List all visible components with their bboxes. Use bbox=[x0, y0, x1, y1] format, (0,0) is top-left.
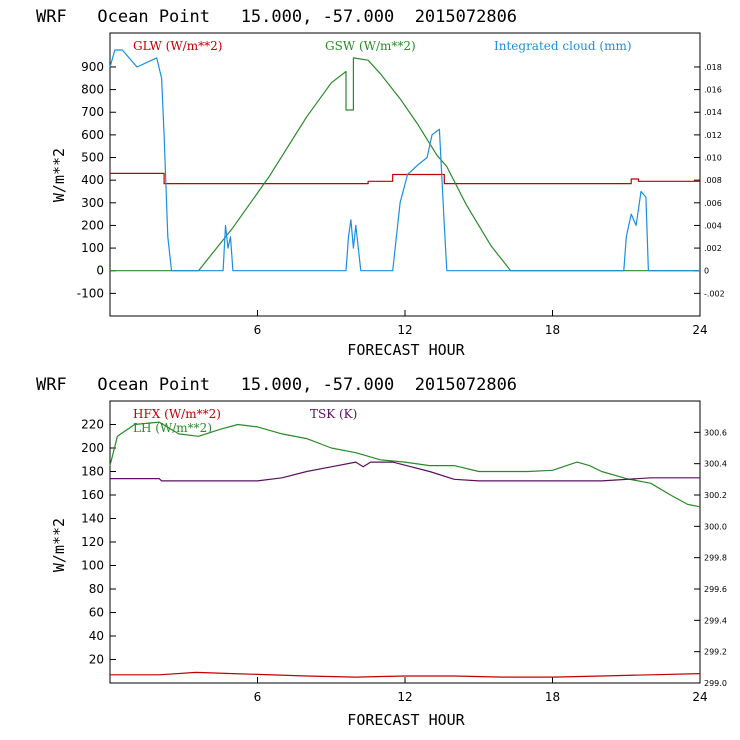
y2-tick-label: .012 bbox=[704, 131, 722, 140]
y2-tick-label: .004 bbox=[704, 221, 722, 230]
legend-tsk: TSK (K) bbox=[310, 407, 357, 421]
chart-title: WRF Ocean Point 15.000, -57.000 20150728… bbox=[36, 375, 517, 395]
y-tick-label: 40 bbox=[89, 629, 104, 643]
y-tick-label: 300 bbox=[81, 196, 104, 210]
legend-lh: LH (W/m**2) bbox=[133, 421, 212, 435]
y-tick-label: -100 bbox=[77, 286, 104, 300]
y-tick-label: 200 bbox=[81, 218, 104, 232]
y-tick-label: 140 bbox=[81, 512, 104, 526]
y2-tick-label: .014 bbox=[704, 108, 722, 117]
y2-tick-label: .016 bbox=[704, 86, 722, 95]
legend-glw: GLW (W/m**2) bbox=[133, 39, 222, 53]
y2-tick-label: 300.2 bbox=[704, 491, 727, 500]
series-line-lh bbox=[109, 421, 701, 508]
y-tick-label: 100 bbox=[81, 241, 104, 255]
x-tick-label: 24 bbox=[692, 323, 707, 337]
y2-tick-label: .006 bbox=[704, 199, 722, 208]
x-axis-label: FORECAST HOUR bbox=[347, 341, 465, 359]
y2-tick-label: .018 bbox=[704, 63, 722, 72]
series-lines bbox=[109, 421, 701, 678]
y-tick-label: 800 bbox=[81, 83, 104, 97]
y2-tick-label: 0 bbox=[704, 267, 709, 276]
x-ticks: 6 12 18 24 bbox=[254, 677, 708, 704]
legend-hfx: HFX (W/m**2) bbox=[133, 407, 221, 421]
y2-tick-label: .008 bbox=[704, 176, 722, 185]
chart-fluxes: WRF Ocean Point 15.000, -57.000 20150728… bbox=[36, 375, 727, 729]
y2-tick-label: 300.0 bbox=[704, 522, 727, 531]
x-tick-label: 18 bbox=[545, 323, 560, 337]
chart-integrated: WRF Ocean Point 15.000, -57.000 20150728… bbox=[36, 7, 725, 359]
legend-gsw: GSW (W/m**2) bbox=[325, 39, 416, 53]
y2-ticks: -.002 0 .002 .004 .006 .008 .010 .012 .014 .016 .0… bbox=[694, 63, 725, 298]
y-tick-label: 100 bbox=[81, 559, 104, 573]
y-tick-label: 160 bbox=[81, 488, 104, 502]
y-tick-label: 700 bbox=[81, 105, 104, 119]
x-tick-label: 6 bbox=[254, 690, 262, 704]
y-tick-label: 220 bbox=[81, 418, 104, 432]
y-ticks: 20 40 60 80 100 120 140 160 180 200 220 bbox=[81, 418, 116, 667]
y-tick-label: 20 bbox=[89, 653, 104, 667]
y2-tick-label: .002 bbox=[704, 244, 722, 253]
y-tick-label: 600 bbox=[81, 128, 104, 142]
x-tick-label: 12 bbox=[397, 690, 412, 704]
series-line-tsk bbox=[110, 461, 700, 482]
series-line-hfx bbox=[110, 671, 701, 678]
y2-tick-label: 299.2 bbox=[704, 648, 727, 657]
y-tick-label: 80 bbox=[89, 582, 104, 596]
x-tick-label: 6 bbox=[254, 323, 262, 337]
y2-tick-label: .010 bbox=[704, 154, 722, 163]
y2-tick-label: 299.4 bbox=[704, 616, 727, 625]
x-tick-label: 18 bbox=[545, 690, 560, 704]
y-tick-label: 400 bbox=[81, 173, 104, 187]
y-tick-label: 0 bbox=[96, 264, 104, 278]
y2-ticks: 299.0 299.2 299.4 299.6 299.8 300.0 300.2 300.4… bbox=[694, 428, 727, 688]
y-axis-label: W/m**2 bbox=[50, 148, 68, 202]
y-tick-label: 200 bbox=[81, 441, 104, 455]
x-tick-label: 24 bbox=[692, 690, 707, 704]
y2-tick-label: 300.4 bbox=[704, 460, 727, 469]
y2-tick-label: 299.6 bbox=[704, 585, 727, 594]
y-tick-label: 60 bbox=[89, 606, 104, 620]
y2-tick-label: -.002 bbox=[704, 289, 725, 298]
series-line-integrated bbox=[109, 49, 700, 272]
y-tick-label: 900 bbox=[81, 60, 104, 74]
x-tick-label: 12 bbox=[397, 323, 412, 337]
series-line-glw bbox=[110, 172, 700, 185]
y2-tick-label: 299.0 bbox=[704, 679, 727, 688]
plot-frame bbox=[109, 400, 701, 684]
chart-title: WRF Ocean Point 15.000, -57.000 20150728… bbox=[36, 7, 517, 27]
y2-tick-label: 300.6 bbox=[704, 428, 727, 437]
legend-integrated-cloud: Integrated cloud (mm) bbox=[494, 39, 632, 53]
y-tick-label: 180 bbox=[81, 465, 104, 479]
y-tick-label: 500 bbox=[81, 151, 104, 165]
series-line-gsw bbox=[110, 57, 700, 272]
y-ticks: -100 0 100 200 300 400 500 600 700 800 900 bbox=[77, 60, 116, 300]
y2-tick-label: 299.8 bbox=[704, 554, 727, 563]
y-axis-label: W/m**2 bbox=[50, 518, 68, 572]
x-ticks: 6 12 18 24 bbox=[254, 310, 708, 337]
y-tick-label: 120 bbox=[81, 535, 104, 549]
x-axis-label: FORECAST HOUR bbox=[347, 711, 465, 729]
series-lines bbox=[109, 49, 700, 272]
